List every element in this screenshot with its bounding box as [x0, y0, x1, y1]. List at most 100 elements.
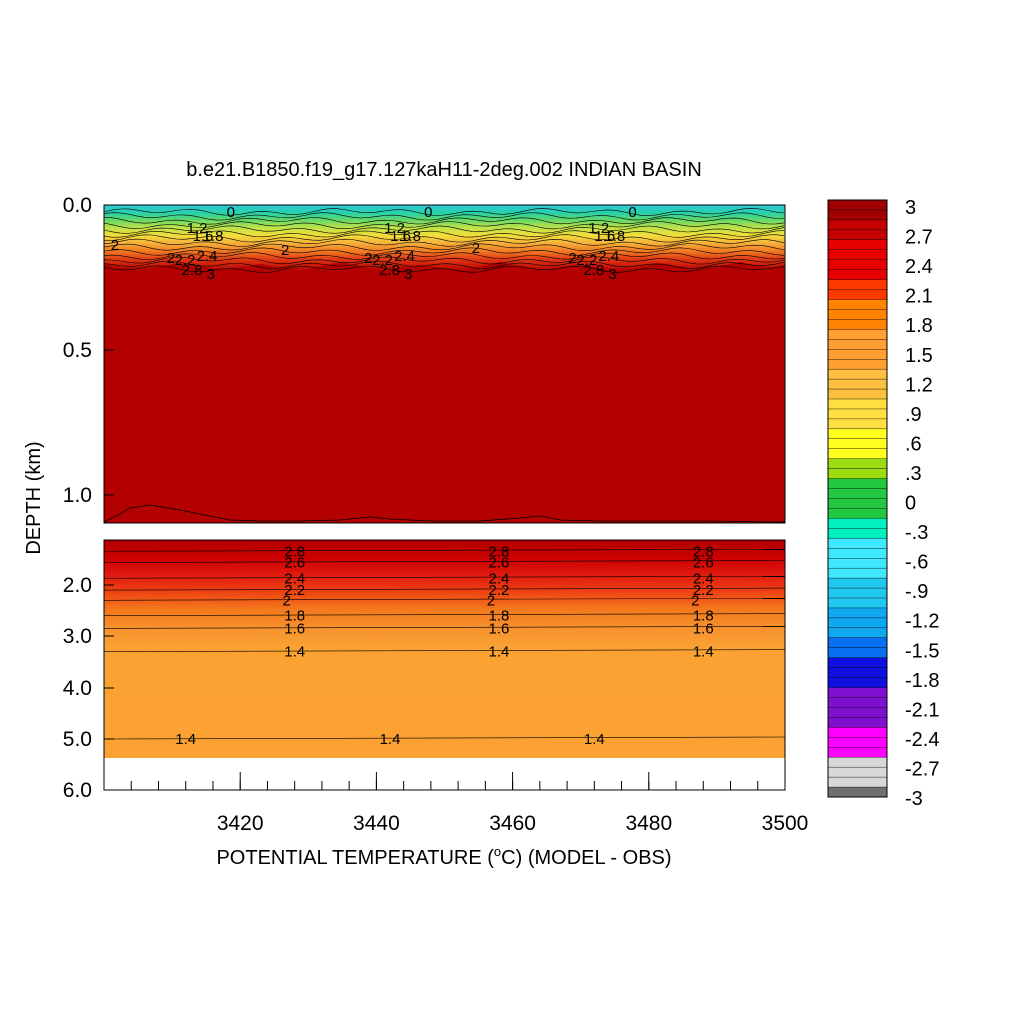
colorbar-band — [827, 329, 888, 340]
thermocline-contour — [104, 260, 785, 269]
colorbar-band — [827, 757, 888, 768]
colorbar-band — [827, 289, 888, 300]
upper-contour-labels: 1.21.61.82 2.2 2.42.8 301.21.61.82 2.2 2.42.8… — [111, 204, 637, 283]
contour-label: 3 — [207, 266, 215, 283]
chart-title: b.e21.B1850.f19_g17.127kaH11-2deg.002 IN… — [186, 159, 702, 181]
contour-label: 1.8 — [400, 228, 421, 245]
colorbar-band — [827, 259, 888, 271]
deep-contour-line — [104, 504, 785, 523]
colorbar-label: -1.2 — [905, 611, 939, 633]
contour-label: 2.2 — [576, 252, 597, 269]
colorbar-band — [827, 488, 888, 499]
colorbar-band — [827, 776, 888, 788]
colorbar-band — [827, 567, 888, 579]
lower-panel — [104, 540, 785, 790]
contour-label: 1.8 — [693, 608, 714, 625]
lower-contour-line — [104, 649, 785, 652]
contour-label: 2 — [167, 250, 175, 267]
contour-label: 2.4 — [284, 570, 305, 587]
colorbar-label: 2.7 — [905, 227, 933, 249]
colorbar-band — [827, 558, 888, 569]
colorbar-band — [827, 667, 888, 679]
y-tick-label: 1.0 — [63, 484, 92, 507]
colorbar-band — [827, 747, 888, 758]
contour-label: 3 — [608, 266, 616, 283]
contour-label: 1.6 — [693, 620, 714, 637]
contour-label: 1.2 — [384, 220, 405, 237]
colorbar-label: .3 — [905, 463, 922, 485]
y-tick-label: 5.0 — [63, 728, 92, 751]
colorbar-label: .6 — [905, 433, 922, 455]
contour-label: 1.4 — [284, 644, 305, 661]
x-tick-label: 3440 — [353, 812, 400, 835]
x-tick-label: 3480 — [625, 812, 672, 835]
colorbar-band — [827, 229, 888, 241]
contour-label: 2.8 — [379, 262, 400, 279]
colorbar-band — [827, 468, 888, 480]
colorbar-band — [827, 339, 888, 350]
colorbar-band — [827, 538, 888, 549]
x-tick-label: 3420 — [217, 812, 264, 835]
contour-label: 2.2 — [284, 582, 305, 599]
contour-label: 1.8 — [284, 608, 305, 625]
y-tick-label: 2.0 — [63, 574, 92, 597]
y-axis-ticks-lower: 2.0 3.0 4.0 5.0 6.0 — [63, 574, 114, 802]
colorbar-band — [827, 319, 888, 330]
colorbar-band — [827, 647, 888, 659]
colorbar-band — [827, 657, 888, 669]
contour-label: 2.4 — [598, 248, 619, 265]
colorbar-band — [827, 359, 888, 370]
y-axis-ticks-upper: 0.0 0.5 1.0 — [63, 194, 114, 507]
colorbar-label: -2.4 — [905, 729, 939, 751]
x-axis-title: POTENTIAL TEMPERATURE (oC) (MODEL - OBS) — [216, 844, 671, 869]
lower-contours — [104, 549, 785, 740]
contour-label: 2.6 — [489, 555, 510, 572]
x-axis-ticks: 3420 3440 3460 3480 3500 — [217, 772, 808, 835]
y-tick-label: 3.0 — [63, 625, 92, 648]
contour-label: 2.4 — [489, 570, 510, 587]
contour-label: 1.6 — [284, 620, 305, 637]
x-axis-label-suffix: C) (MODEL - OBS) — [501, 847, 671, 869]
colorbar-band — [827, 548, 888, 559]
contour-label: 2 — [472, 240, 480, 257]
colorbar-label: -1.5 — [905, 640, 939, 662]
y-axis-title: DEPTH (km) — [23, 441, 45, 554]
colorbar-band — [827, 528, 888, 539]
colorbar — [827, 199, 888, 798]
thermocline-contour — [104, 225, 785, 234]
colorbar-band — [827, 269, 888, 281]
colorbar-band — [827, 687, 888, 698]
x-axis-label: POTENTIAL TEMPERATURE ( — [216, 847, 494, 869]
contour-label: 2.2 — [693, 582, 714, 599]
colorbar-band — [827, 786, 888, 798]
colorbar-label: 1.2 — [905, 374, 933, 396]
colorbar-label: -.9 — [905, 581, 928, 603]
colorbar-band — [827, 478, 888, 490]
upper-panel-frame — [103, 204, 786, 524]
colorbar-band — [827, 727, 888, 738]
colorbar-band — [827, 508, 888, 519]
colorbar-label: -2.7 — [905, 758, 939, 780]
colorbar-label: -3 — [905, 788, 923, 810]
colorbar-label: -.6 — [905, 552, 928, 574]
colorbar-label: 2.4 — [905, 256, 933, 278]
colorbar-band — [827, 438, 888, 450]
contour-label: 1.4 — [489, 644, 510, 661]
lower-contour-labels: 2.8 2.8 2.82.6 2.6 2.62.4 2.4 2.42.2 2.2 2.22 2 21… — [175, 543, 713, 748]
lower-contour-line — [104, 560, 785, 563]
y-tick-label: 0.5 — [63, 339, 92, 362]
contour-label: 1.4 — [380, 731, 401, 748]
contour-label: 1.6 — [390, 228, 411, 245]
contour-label: 2 — [691, 592, 699, 609]
y-tick-label: 4.0 — [63, 677, 92, 700]
contour-label: 2.2 — [372, 252, 393, 269]
contour-label: 1.4 — [693, 644, 714, 661]
colorbar-band — [827, 239, 888, 251]
colorbar-band — [827, 309, 888, 320]
contour-label: 0 — [227, 204, 235, 221]
colorbar-band — [827, 766, 888, 778]
thermocline-contour — [104, 216, 785, 225]
contour-label: 2 — [568, 250, 576, 267]
contour-label: 1.6 — [594, 228, 615, 245]
thermocline-contour — [104, 207, 785, 217]
